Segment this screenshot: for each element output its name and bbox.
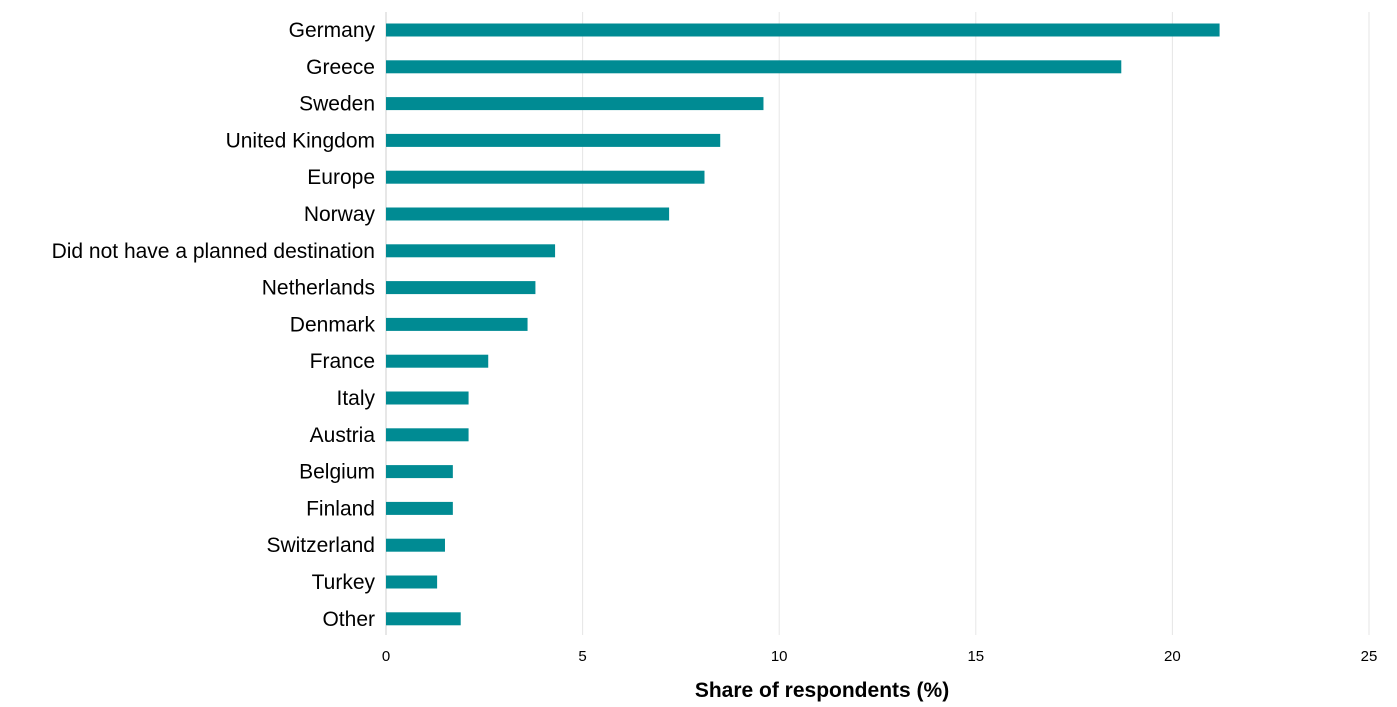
category-label: Belgium (299, 461, 375, 484)
category-label: Other (322, 608, 375, 631)
category-label: Austria (310, 424, 376, 447)
bar (386, 170, 705, 184)
category-label: Germany (289, 19, 376, 42)
bar (386, 207, 670, 221)
bar (386, 391, 469, 405)
category-label: United Kingdom (226, 129, 375, 152)
bar (386, 97, 764, 111)
x-tick-label: 0 (382, 648, 390, 665)
x-tick-label: 5 (578, 648, 586, 665)
bar (386, 538, 445, 552)
category-label: Sweden (299, 93, 375, 116)
category-label: Greece (306, 56, 375, 79)
bars (386, 23, 1220, 626)
bar (386, 575, 438, 589)
category-label: Turkey (312, 571, 376, 594)
bar (386, 428, 469, 442)
category-label: France (310, 350, 375, 373)
x-tick-labels: 0 5 10 15 20 25 (382, 648, 1378, 665)
bar (386, 281, 536, 295)
category-label: Netherlands (262, 277, 375, 300)
category-label: Switzerland (266, 534, 375, 557)
category-label: Norway (304, 203, 376, 226)
bar (386, 501, 453, 515)
bar (386, 133, 721, 147)
bar (386, 317, 528, 331)
bar (386, 244, 556, 258)
x-tick-label: 25 (1361, 648, 1378, 665)
category-label: Denmark (290, 313, 376, 336)
bar (386, 465, 453, 479)
x-tick-label: 15 (967, 648, 984, 665)
x-tick-label: 10 (771, 648, 788, 665)
bar (386, 23, 1220, 37)
category-labels: Germany Greece Sweden United Kingdom Europe N… (52, 19, 376, 631)
x-axis-title: Share of respondents (%) (695, 679, 949, 702)
category-label: Italy (336, 387, 375, 410)
bar (386, 354, 489, 368)
bar (386, 612, 461, 626)
category-label: Europe (307, 166, 375, 189)
category-label: Did not have a planned destination (52, 240, 375, 263)
category-label: Finland (306, 497, 375, 520)
bar (386, 60, 1122, 74)
x-tick-label: 20 (1164, 648, 1181, 665)
